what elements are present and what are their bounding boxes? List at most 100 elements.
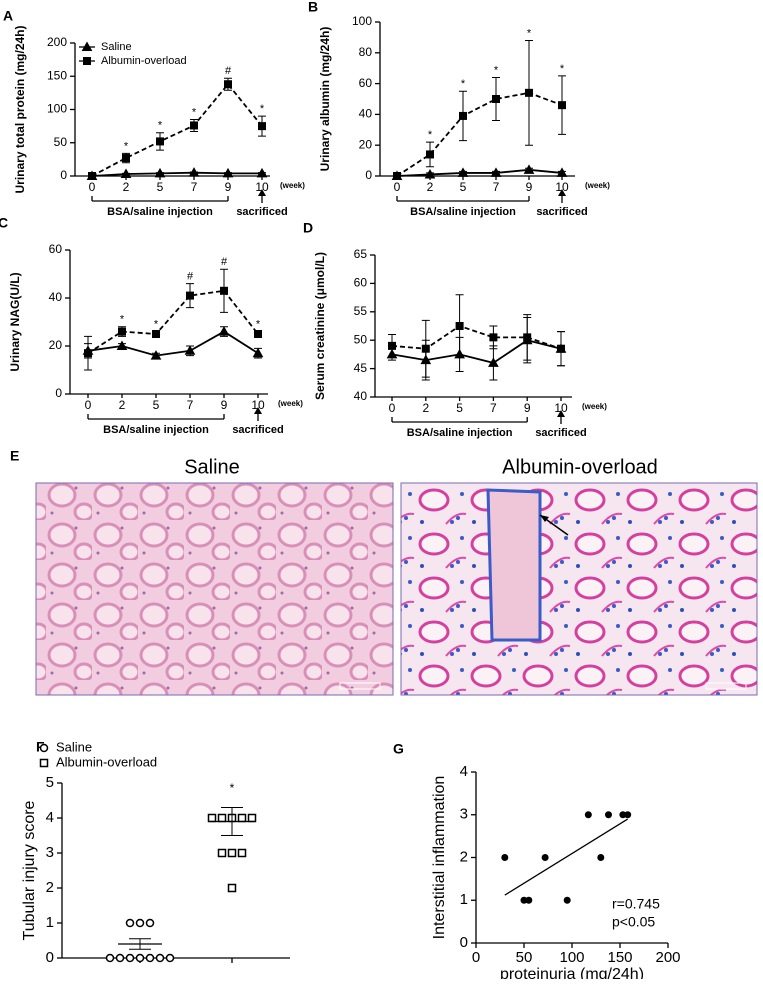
x-tick-label: 7 bbox=[191, 180, 198, 194]
legend-label: Saline bbox=[101, 41, 132, 53]
y-tick-label: 0 bbox=[60, 168, 67, 182]
panel-letter: E bbox=[10, 448, 19, 464]
y-axis-label: Urinary total protein (mg/24h) bbox=[13, 25, 27, 193]
tubule-cast bbox=[486, 488, 542, 642]
y-tick-label: 0 bbox=[46, 949, 54, 966]
marker bbox=[81, 41, 93, 51]
x-tick-label: 0 bbox=[394, 180, 401, 194]
x-tick-label: 7 bbox=[490, 401, 497, 415]
marker bbox=[558, 101, 566, 110]
point bbox=[563, 896, 571, 904]
x-tick-label: 2 bbox=[422, 401, 429, 415]
significance-label: * bbox=[560, 63, 565, 75]
x-tick-label: 10 bbox=[554, 401, 568, 415]
y-tick-label: 4 bbox=[46, 809, 54, 826]
x-tick-label: 50 bbox=[516, 949, 533, 966]
marker bbox=[457, 167, 469, 177]
annotation: sacrificed bbox=[236, 206, 287, 218]
marker bbox=[557, 344, 565, 353]
marker bbox=[118, 327, 126, 336]
marker bbox=[190, 121, 198, 130]
x-tick-label: 7 bbox=[187, 398, 194, 412]
y-tick-label: 150 bbox=[47, 68, 67, 82]
x-tick-label: 5 bbox=[157, 180, 164, 194]
significance-label: * bbox=[124, 140, 129, 152]
marker bbox=[252, 347, 264, 358]
point bbox=[597, 854, 605, 861]
y-tick-label: 60 bbox=[49, 242, 63, 256]
y-tick-label: 40 bbox=[49, 290, 63, 304]
y-tick-label: 200 bbox=[47, 35, 67, 49]
x-tick-label: 9 bbox=[221, 398, 228, 412]
sem-bar bbox=[221, 807, 243, 836]
marker bbox=[186, 291, 194, 300]
x-tick-label: 0 bbox=[389, 401, 396, 415]
y-axis-label: Serum creatinine (μmol/L) bbox=[313, 252, 327, 400]
marker bbox=[184, 345, 196, 355]
marker bbox=[115, 953, 125, 963]
significance-label: * bbox=[494, 64, 499, 76]
marker bbox=[217, 813, 227, 823]
panel-letter: D bbox=[303, 220, 313, 236]
marker bbox=[84, 349, 92, 358]
y-tick-label: 1 bbox=[46, 914, 54, 931]
arrowhead bbox=[558, 189, 566, 196]
annotation: r=0.745 bbox=[612, 896, 660, 912]
marker bbox=[88, 172, 96, 180]
marker bbox=[105, 953, 115, 963]
panel-letter: C bbox=[0, 215, 8, 231]
y-tick-label: 3 bbox=[46, 844, 54, 861]
y-tick-label: 1 bbox=[460, 891, 468, 908]
y-tick-label: 50 bbox=[54, 135, 68, 149]
marker bbox=[135, 953, 145, 963]
x-tick-label: 2 bbox=[427, 180, 434, 194]
significance-label: * bbox=[192, 106, 197, 118]
y-tick-label: 65 bbox=[354, 247, 368, 261]
image-title: Albumin-overload bbox=[502, 456, 658, 478]
annotation: sacrificed bbox=[536, 206, 587, 218]
series-line bbox=[396, 91, 563, 177]
annotation: sacrificed bbox=[232, 424, 283, 436]
series-line bbox=[87, 289, 259, 354]
fit-line bbox=[504, 818, 629, 896]
x-axis-label: (week) bbox=[280, 181, 305, 190]
marker bbox=[247, 813, 257, 823]
significance-label: * bbox=[527, 27, 532, 39]
y-axis-label: Urinary albumin (mg/24h) bbox=[318, 27, 332, 172]
significance-label: * bbox=[154, 319, 159, 331]
significance-label: * bbox=[461, 78, 466, 90]
legend-label: Saline bbox=[56, 739, 92, 754]
significance-label: # bbox=[187, 271, 194, 283]
marker bbox=[258, 122, 266, 131]
significance-label: * bbox=[256, 319, 261, 331]
y-axis-label: Urinary NAG(U/L) bbox=[8, 272, 22, 371]
x-tick-label: 7 bbox=[493, 180, 500, 194]
marker bbox=[492, 95, 500, 103]
panel-letter: B bbox=[308, 0, 318, 15]
significance-label: * bbox=[120, 314, 125, 326]
series-line bbox=[391, 339, 562, 364]
x-tick-label: 5 bbox=[456, 401, 463, 415]
marker bbox=[523, 333, 532, 342]
marker bbox=[488, 357, 499, 367]
x-axis-label: (week) bbox=[585, 181, 610, 190]
panel-letter: A bbox=[3, 8, 13, 24]
marker bbox=[122, 154, 130, 163]
marker bbox=[459, 111, 467, 120]
significance-label: * bbox=[230, 781, 235, 795]
point bbox=[584, 811, 592, 819]
y-axis-label: Interstitial inflammation bbox=[431, 776, 448, 940]
marker bbox=[227, 848, 237, 858]
marker bbox=[207, 813, 217, 823]
marker bbox=[424, 168, 436, 179]
y-tick-label: 5 bbox=[46, 774, 54, 791]
marker bbox=[135, 918, 145, 928]
x-tick-label: 9 bbox=[526, 180, 533, 194]
marker bbox=[125, 918, 135, 928]
marker bbox=[116, 340, 128, 350]
marker bbox=[490, 167, 502, 177]
marker bbox=[421, 344, 430, 353]
point bbox=[604, 811, 612, 819]
series-line bbox=[91, 171, 262, 177]
marker bbox=[150, 350, 162, 360]
